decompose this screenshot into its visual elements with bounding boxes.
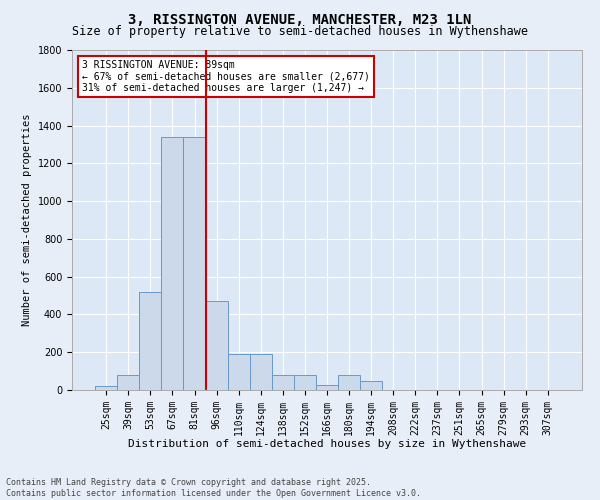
Bar bbox=[139, 292, 161, 390]
Bar bbox=[227, 354, 250, 390]
Bar bbox=[250, 354, 272, 390]
Bar bbox=[338, 375, 360, 390]
Bar bbox=[117, 375, 139, 390]
Text: 3 RISSINGTON AVENUE: 89sqm
← 67% of semi-detached houses are smaller (2,677)
31%: 3 RISSINGTON AVENUE: 89sqm ← 67% of semi… bbox=[82, 60, 370, 94]
Bar bbox=[206, 301, 227, 390]
Bar bbox=[294, 375, 316, 390]
Bar bbox=[272, 375, 294, 390]
Bar bbox=[316, 386, 338, 390]
Bar bbox=[95, 386, 117, 390]
Text: Contains HM Land Registry data © Crown copyright and database right 2025.
Contai: Contains HM Land Registry data © Crown c… bbox=[6, 478, 421, 498]
X-axis label: Distribution of semi-detached houses by size in Wythenshawe: Distribution of semi-detached houses by … bbox=[128, 439, 526, 449]
Y-axis label: Number of semi-detached properties: Number of semi-detached properties bbox=[22, 114, 32, 326]
Bar bbox=[184, 137, 206, 390]
Text: Size of property relative to semi-detached houses in Wythenshawe: Size of property relative to semi-detach… bbox=[72, 25, 528, 38]
Bar bbox=[360, 380, 382, 390]
Bar bbox=[161, 137, 184, 390]
Text: 3, RISSINGTON AVENUE, MANCHESTER, M23 1LN: 3, RISSINGTON AVENUE, MANCHESTER, M23 1L… bbox=[128, 12, 472, 26]
